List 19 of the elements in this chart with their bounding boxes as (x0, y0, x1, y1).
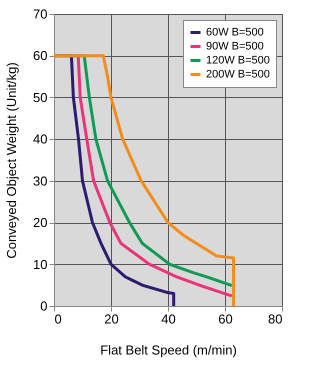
y-axis-title: Conveyed Object Weight (Unit/kg) (4, 62, 20, 259)
y-tick-label: 40 (33, 132, 48, 147)
x-tick-label: 0 (54, 312, 62, 326)
y-tick-label: 60 (33, 48, 48, 64)
legend-label: 200W B=500 (206, 68, 270, 80)
x-axis-title: Flat Belt Speed (m/min) (100, 342, 237, 358)
x-tick-label: 60 (218, 312, 233, 326)
legend-label: 60W B=500 (206, 26, 264, 38)
x-tick-label: 80 (268, 312, 282, 326)
y-tick-label: 10 (33, 256, 48, 272)
legend-label: 120W B=500 (206, 54, 270, 66)
x-tick-label: 40 (161, 312, 176, 326)
y-tick-label: 50 (33, 90, 48, 105)
legend-label: 90W B=500 (206, 40, 264, 52)
y-tick-label: 70 (33, 6, 48, 22)
y-tick-label: 30 (33, 173, 48, 188)
x-tick-label: 20 (104, 312, 119, 326)
y-tick-label: 20 (33, 215, 48, 230)
y-tick-label: 0 (40, 298, 48, 314)
